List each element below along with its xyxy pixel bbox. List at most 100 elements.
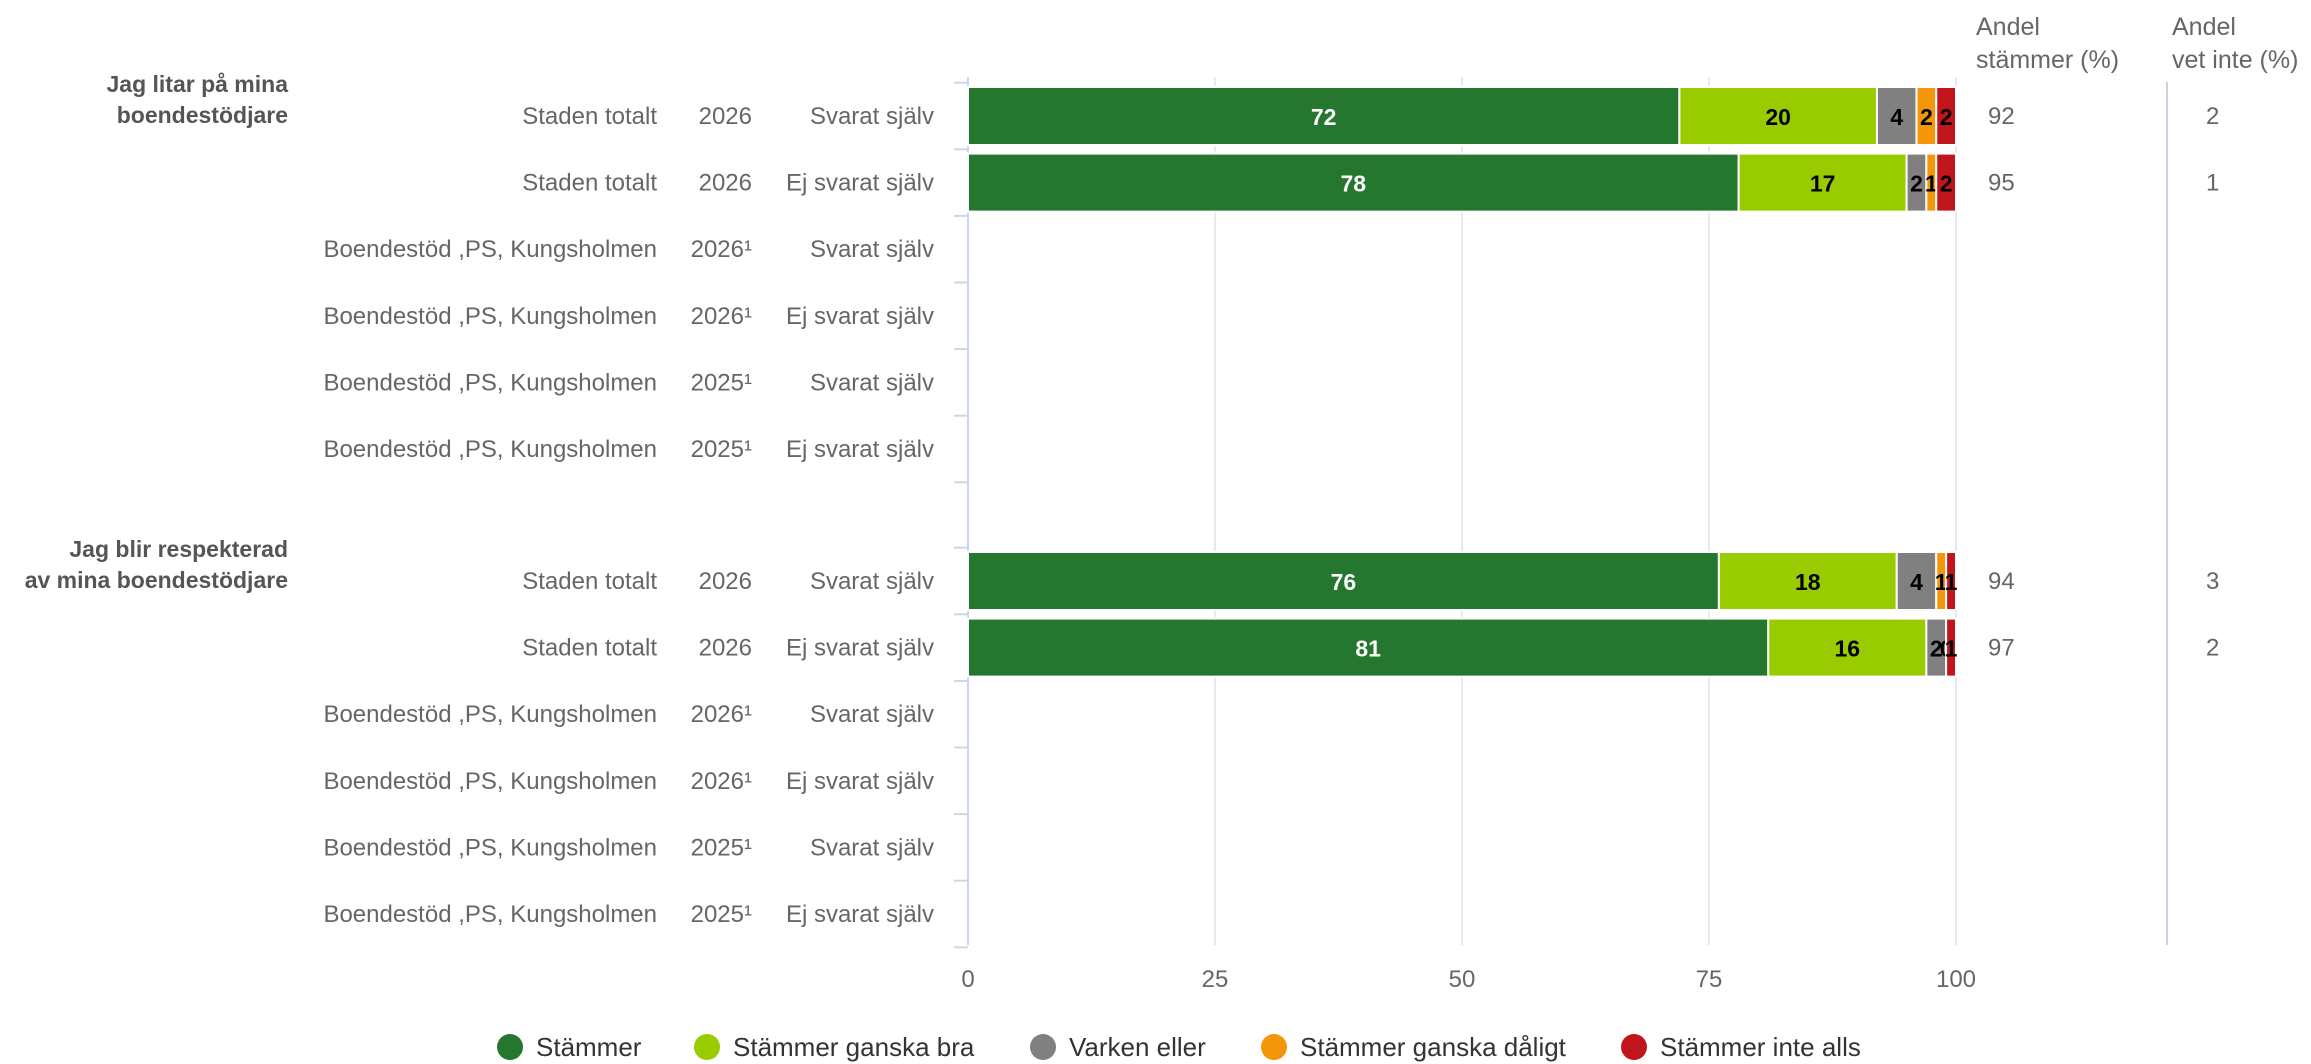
row-unit-label: Boendestöd ,PS, Kungsholmen <box>323 834 657 861</box>
row-year-label: 2025¹ <box>691 901 752 928</box>
x-tick-label: 0 <box>961 966 974 993</box>
data-label: 4 <box>1910 569 1923 595</box>
data-label: 81 <box>1355 636 1381 662</box>
header-share-dont-know: Andel <box>2172 13 2236 41</box>
x-axis: 0 25 50 75 100 <box>961 966 1976 993</box>
question-title: Jag blir respekterad <box>69 536 288 562</box>
legend-item[interactable]: Stämmer <box>497 1032 642 1062</box>
x-tick-label: 50 <box>1449 966 1476 993</box>
row-type-label: Ej svarat själv <box>786 170 934 197</box>
row-year-label: 2025¹ <box>691 369 752 396</box>
data-label: 1 <box>1935 569 1948 595</box>
question-groups: Jag litar på mina boendestödjare Staden to… <box>25 71 2219 949</box>
column-headers: Andel stämmer (%) Andel vet inte (%) <box>1976 13 2298 74</box>
data-label: 1 <box>1945 636 1958 662</box>
row-unit-label: Boendestöd ,PS, Kungsholmen <box>323 701 657 728</box>
row-type-label: Ej svarat själv <box>786 436 934 463</box>
chart-row: Staden totalt 2026 Svarat själv 72 20 4 2 2 92 2 <box>522 81 2219 146</box>
row-unit-label: Staden totalt <box>522 170 657 197</box>
row-unit-label: Boendestöd ,PS, Kungsholmen <box>323 768 657 795</box>
question-group: Jag litar på mina boendestödjare Staden to… <box>106 71 2219 484</box>
bar-segment <box>967 617 1770 678</box>
question-group: Jag blir respekterad av mina boendestödja… <box>25 536 2219 949</box>
share-dont-know-value: 2 <box>2206 103 2219 130</box>
data-label: 17 <box>1810 171 1836 197</box>
bar-segment <box>1678 86 1878 146</box>
question-title: Jag litar på mina <box>106 71 288 97</box>
row-unit-label: Staden totalt <box>522 635 657 662</box>
row-year-label: 2025¹ <box>691 834 752 861</box>
chart-row: Boendestöd ,PS, Kungsholmen 2025¹ Svarat s… <box>323 813 968 861</box>
data-label: 2 <box>1910 171 1923 197</box>
legend-item[interactable]: Stämmer ganska dåligt <box>1261 1032 1567 1062</box>
bar-segment <box>1875 86 1918 146</box>
chart-row: Boendestöd ,PS, Kungsholmen 2026¹ Ej svara… <box>323 746 968 795</box>
chart-row: Boendestöd ,PS, Kungsholmen 2025¹ Svarat s… <box>323 348 968 396</box>
legend-label: Stämmer <box>536 1032 642 1062</box>
chart-row: Boendestöd ,PS, Kungsholmen 2025¹ Ej svara… <box>323 414 968 463</box>
header-share-agree: stämmer (%) <box>1976 46 2119 74</box>
row-year-label: 2026 <box>699 170 752 197</box>
legend-marker <box>1261 1034 1287 1060</box>
legend-label: Stämmer ganska bra <box>733 1032 975 1062</box>
share-dont-know-value: 1 <box>2206 170 2219 197</box>
row-type-label: Svarat själv <box>810 834 934 861</box>
data-label: 78 <box>1341 171 1367 197</box>
row-type-label: Ej svarat själv <box>786 901 934 928</box>
legend-label: Varken eller <box>1069 1032 1206 1062</box>
legend-marker <box>1030 1034 1056 1060</box>
bar-segment <box>967 86 1681 146</box>
legend-label: Stämmer ganska dåligt <box>1300 1032 1567 1062</box>
chart-row: Boendestöd ,PS, Kungsholmen 2026¹ Svarat s… <box>323 679 968 728</box>
row-type-label: Svarat själv <box>810 568 934 595</box>
share-dont-know-value: 2 <box>2206 635 2219 662</box>
row-unit-label: Staden totalt <box>522 103 657 130</box>
row-year-label: 2026¹ <box>691 701 752 728</box>
bar-segment <box>1945 551 1957 611</box>
legend-item[interactable]: Varken eller <box>1030 1032 1206 1062</box>
bar-segment <box>967 551 1720 611</box>
chart-row: Boendestöd ,PS, Kungsholmen 2025¹ Ej svara… <box>323 879 968 928</box>
question-title: av mina boendestödjare <box>25 567 288 593</box>
question-title: boendestödjare <box>117 102 288 128</box>
bar-segment <box>1767 617 1928 678</box>
data-label: 4 <box>1890 104 1903 130</box>
legend-marker <box>1621 1034 1647 1060</box>
legend-marker <box>497 1034 523 1060</box>
row-year-label: 2026 <box>699 103 752 130</box>
chart-row: Staden totalt 2026 Ej svarat själv 78 17 2 1 2 9… <box>522 148 2219 213</box>
row-type-label: Ej svarat själv <box>786 303 934 330</box>
row-unit-label: Boendestöd ,PS, Kungsholmen <box>323 901 657 928</box>
x-tick-label: 75 <box>1696 966 1723 993</box>
data-label: 20 <box>1765 104 1791 130</box>
data-label: 1 <box>1945 569 1958 595</box>
header-share-dont-know: vet inte (%) <box>2172 46 2298 74</box>
row-year-label: 2026¹ <box>691 303 752 330</box>
bar-segment <box>1945 617 1957 678</box>
row-unit-label: Boendestöd ,PS, Kungsholmen <box>323 369 657 396</box>
row-type-label: Ej svarat själv <box>786 768 934 795</box>
share-dont-know-value: 3 <box>2206 568 2219 595</box>
data-label: 18 <box>1795 569 1821 595</box>
legend-item[interactable]: Stämmer ganska bra <box>694 1032 975 1062</box>
row-type-label: Ej svarat själv <box>786 635 934 662</box>
data-label: 16 <box>1835 636 1861 662</box>
row-year-label: 2026 <box>699 568 752 595</box>
legend-marker <box>694 1034 720 1060</box>
row-type-label: Svarat själv <box>810 701 934 728</box>
x-tick-label: 100 <box>1936 966 1976 993</box>
gridlines <box>967 77 2168 945</box>
legend: Stämmer Stämmer ganska bra Varken eller Stä… <box>497 1032 1861 1062</box>
row-unit-label: Boendestöd ,PS, Kungsholmen <box>323 236 657 263</box>
share-agree-value: 97 <box>1988 635 2015 662</box>
share-agree-value: 94 <box>1988 568 2015 595</box>
data-label: 76 <box>1331 569 1357 595</box>
legend-item[interactable]: Stämmer inte alls <box>1621 1032 1861 1062</box>
chart-row: Boendestöd ,PS, Kungsholmen 2026¹ Ej svara… <box>323 281 968 330</box>
row-unit-label: Boendestöd ,PS, Kungsholmen <box>323 303 657 330</box>
row-year-label: 2025¹ <box>691 436 752 463</box>
row-unit-label: Boendestöd ,PS, Kungsholmen <box>323 436 657 463</box>
header-share-agree: Andel <box>1976 13 2040 41</box>
